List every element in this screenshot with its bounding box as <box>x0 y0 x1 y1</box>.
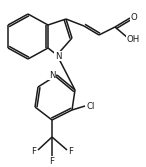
Text: F: F <box>49 156 54 165</box>
Text: OH: OH <box>126 35 140 43</box>
Text: Cl: Cl <box>87 102 95 111</box>
Text: N: N <box>55 51 61 60</box>
Text: O: O <box>131 13 137 22</box>
Text: F: F <box>32 147 36 156</box>
Text: N: N <box>49 70 55 79</box>
Text: F: F <box>68 147 73 156</box>
